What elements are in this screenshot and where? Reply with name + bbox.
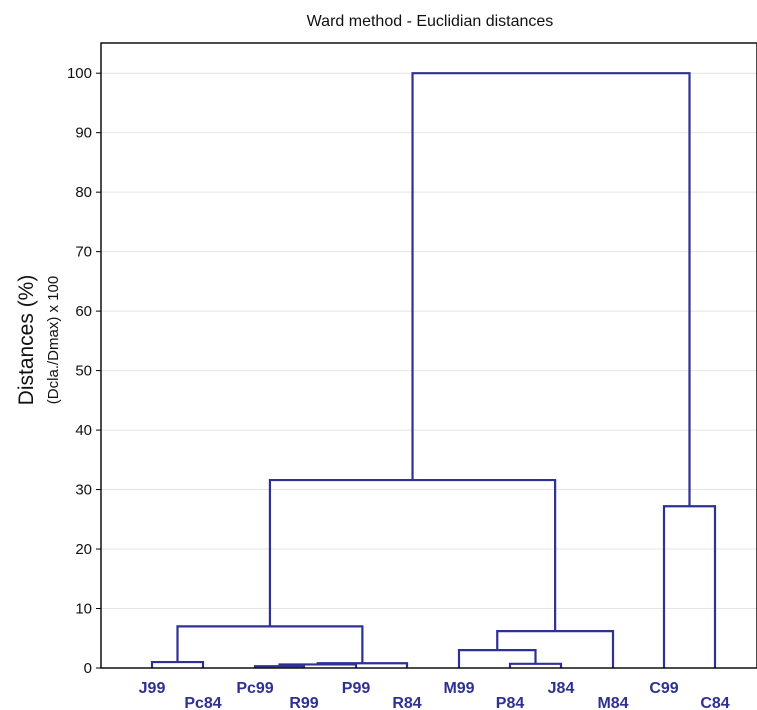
plot-frame bbox=[100, 42, 757, 669]
dendrogram-link bbox=[662, 505, 717, 668]
leaf-label: M84 bbox=[597, 695, 628, 710]
leaf-label: R84 bbox=[392, 695, 421, 710]
dendrogram-link bbox=[176, 625, 364, 664]
y-tick-label: 70 bbox=[75, 244, 92, 261]
y-axis-sublabel: (Dcla./Dmax) x 100 bbox=[45, 276, 62, 404]
y-axis-ticks: 0 10 20 30 40 50 60 70 80 90 100 bbox=[67, 65, 101, 677]
leaf-label: C99 bbox=[649, 680, 678, 697]
leaf-label: P99 bbox=[342, 680, 371, 697]
leaf-label: J84 bbox=[548, 680, 575, 697]
leaf-label: C84 bbox=[700, 695, 729, 710]
y-tick-label: 0 bbox=[84, 660, 92, 677]
leaf-label: M99 bbox=[443, 680, 474, 697]
y-tick-label: 10 bbox=[75, 601, 92, 618]
dendrogram-link bbox=[411, 72, 691, 507]
gridlines bbox=[101, 72, 757, 610]
dendrogram-link bbox=[457, 649, 537, 668]
y-tick-label: 50 bbox=[75, 363, 92, 380]
y-tick-label: 80 bbox=[75, 184, 92, 201]
leaf-label: R99 bbox=[289, 695, 318, 710]
y-tick-label: 60 bbox=[75, 303, 92, 320]
y-tick-label: 90 bbox=[75, 125, 92, 142]
chart-title: Ward method - Euclidian distances bbox=[307, 13, 554, 30]
dendrogram-link bbox=[150, 660, 205, 668]
y-axis-label: Distances (%) bbox=[15, 275, 38, 406]
y-tick-label: 30 bbox=[75, 482, 92, 499]
y-tick-label: 20 bbox=[75, 541, 92, 558]
leaf-label: J99 bbox=[139, 680, 166, 697]
leaf-label: Pc84 bbox=[184, 695, 221, 710]
dendrogram-link bbox=[253, 665, 306, 668]
dendrogram-link bbox=[316, 662, 409, 668]
y-tick-label: 100 bbox=[67, 65, 92, 82]
dendrogram-links bbox=[150, 72, 717, 668]
leaf-labels: J99 Pc84 Pc99 R99 P99 R84 M99 P84 J84 M84 C99 C84 bbox=[139, 680, 730, 710]
leaf-label: Pc99 bbox=[236, 680, 273, 697]
y-tick-label: 40 bbox=[75, 422, 92, 439]
leaf-label: P84 bbox=[496, 695, 525, 710]
